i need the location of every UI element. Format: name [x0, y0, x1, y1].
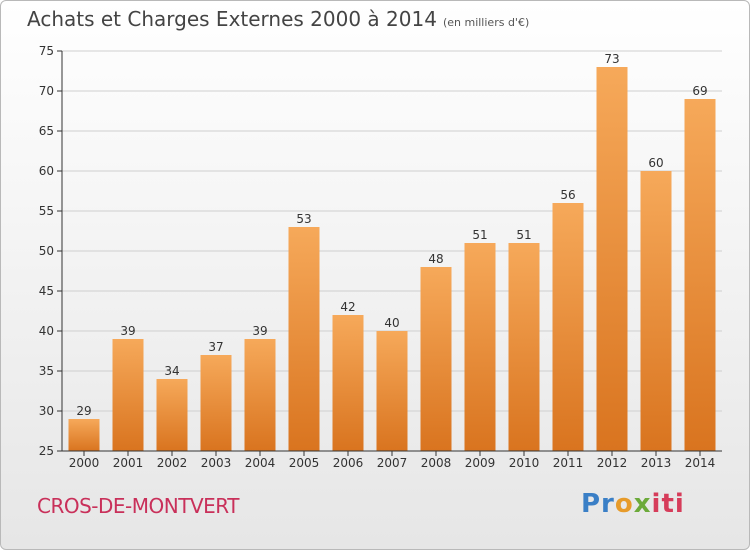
x-tick-label: 2000 — [69, 456, 100, 470]
y-tick-label: 75 — [39, 44, 54, 58]
bar-value-label: 60 — [648, 156, 663, 170]
bar-2000 — [68, 419, 100, 451]
bar-value-label: 42 — [340, 300, 355, 314]
bar-2001 — [112, 339, 144, 451]
logo-part-2: o — [614, 489, 634, 519]
x-tick-label: 2006 — [333, 456, 364, 470]
bar-value-label: 34 — [164, 364, 179, 378]
y-tick-label: 40 — [39, 324, 54, 338]
x-tick-label: 2012 — [597, 456, 628, 470]
bar-value-label: 53 — [296, 212, 311, 226]
bar-value-label: 69 — [692, 84, 707, 98]
bar-2014 — [684, 99, 716, 451]
y-tick-label: 65 — [39, 124, 54, 138]
bar-2012 — [596, 67, 628, 451]
x-tick-label: 2005 — [289, 456, 320, 470]
bar-2010 — [508, 243, 540, 451]
y-tick-label: 50 — [39, 244, 54, 258]
y-tick-label: 25 — [39, 444, 54, 458]
chart-subtitle: (en milliers d'€) — [442, 16, 530, 29]
y-tick-label: 30 — [39, 404, 54, 418]
bar-2013 — [640, 171, 672, 451]
y-tick-label: 70 — [39, 84, 54, 98]
bar-value-label: 51 — [516, 228, 531, 242]
x-tick-label: 2007 — [377, 456, 408, 470]
logo-part-1: Pr — [581, 489, 615, 519]
bar-2002 — [156, 379, 188, 451]
bar-value-label: 39 — [252, 324, 267, 338]
x-tick-label: 2003 — [201, 456, 232, 470]
logo-part-3: x — [633, 489, 652, 519]
bar-2005 — [288, 227, 320, 451]
bar-value-label: 39 — [120, 324, 135, 338]
x-tick-label: 2014 — [685, 456, 716, 470]
bar-value-label: 48 — [428, 252, 443, 266]
x-tick-label: 2004 — [245, 456, 276, 470]
x-tick-label: 2008 — [421, 456, 452, 470]
bar-value-label: 37 — [208, 340, 223, 354]
commune-name: CROS-DE-MONTVERT — [37, 494, 239, 518]
bars: 29 39 34 37 39 53 42 40 48 51 51 56 73 60 69 — [68, 52, 716, 451]
bar-value-label: 40 — [384, 316, 399, 330]
x-tick-label: 2001 — [113, 456, 144, 470]
x-tick-label: 2002 — [157, 456, 188, 470]
bar-2004 — [244, 339, 276, 451]
x-tick-label: 2010 — [509, 456, 540, 470]
y-tick-label: 45 — [39, 284, 54, 298]
x-tick-label: 2013 — [641, 456, 672, 470]
proxiti-logo: Proxiti — [581, 489, 685, 519]
x-tick-label: 2009 — [465, 456, 496, 470]
y-tick-label: 60 — [39, 164, 54, 178]
x-tick-label: 2011 — [553, 456, 584, 470]
chart-title: Achats et Charges Externes 2000 à 2014 (e… — [27, 7, 529, 31]
bar-value-label: 73 — [604, 52, 619, 66]
bar-2006 — [332, 315, 364, 451]
bar-2003 — [200, 355, 232, 451]
bar-chart: 29 39 34 37 39 53 42 40 48 51 51 56 73 60 69 25 30 35 40 4… — [39, 44, 722, 470]
y-tick-label: 35 — [39, 364, 54, 378]
bar-value-label: 29 — [76, 404, 91, 418]
logo-part-4: iti — [651, 489, 685, 519]
bar-2008 — [420, 267, 452, 451]
bar-2011 — [552, 203, 584, 451]
y-tick-label: 55 — [39, 204, 54, 218]
axes: 25 30 35 40 45 50 55 60 65 70 75 2000 2001 2002 2003 20… — [39, 44, 722, 470]
bar-2007 — [376, 331, 408, 451]
bar-2009 — [464, 243, 496, 451]
bar-value-label: 56 — [560, 188, 575, 202]
chart-title-text: Achats et Charges Externes 2000 à 2014 — [27, 7, 437, 31]
bar-value-label: 51 — [472, 228, 487, 242]
